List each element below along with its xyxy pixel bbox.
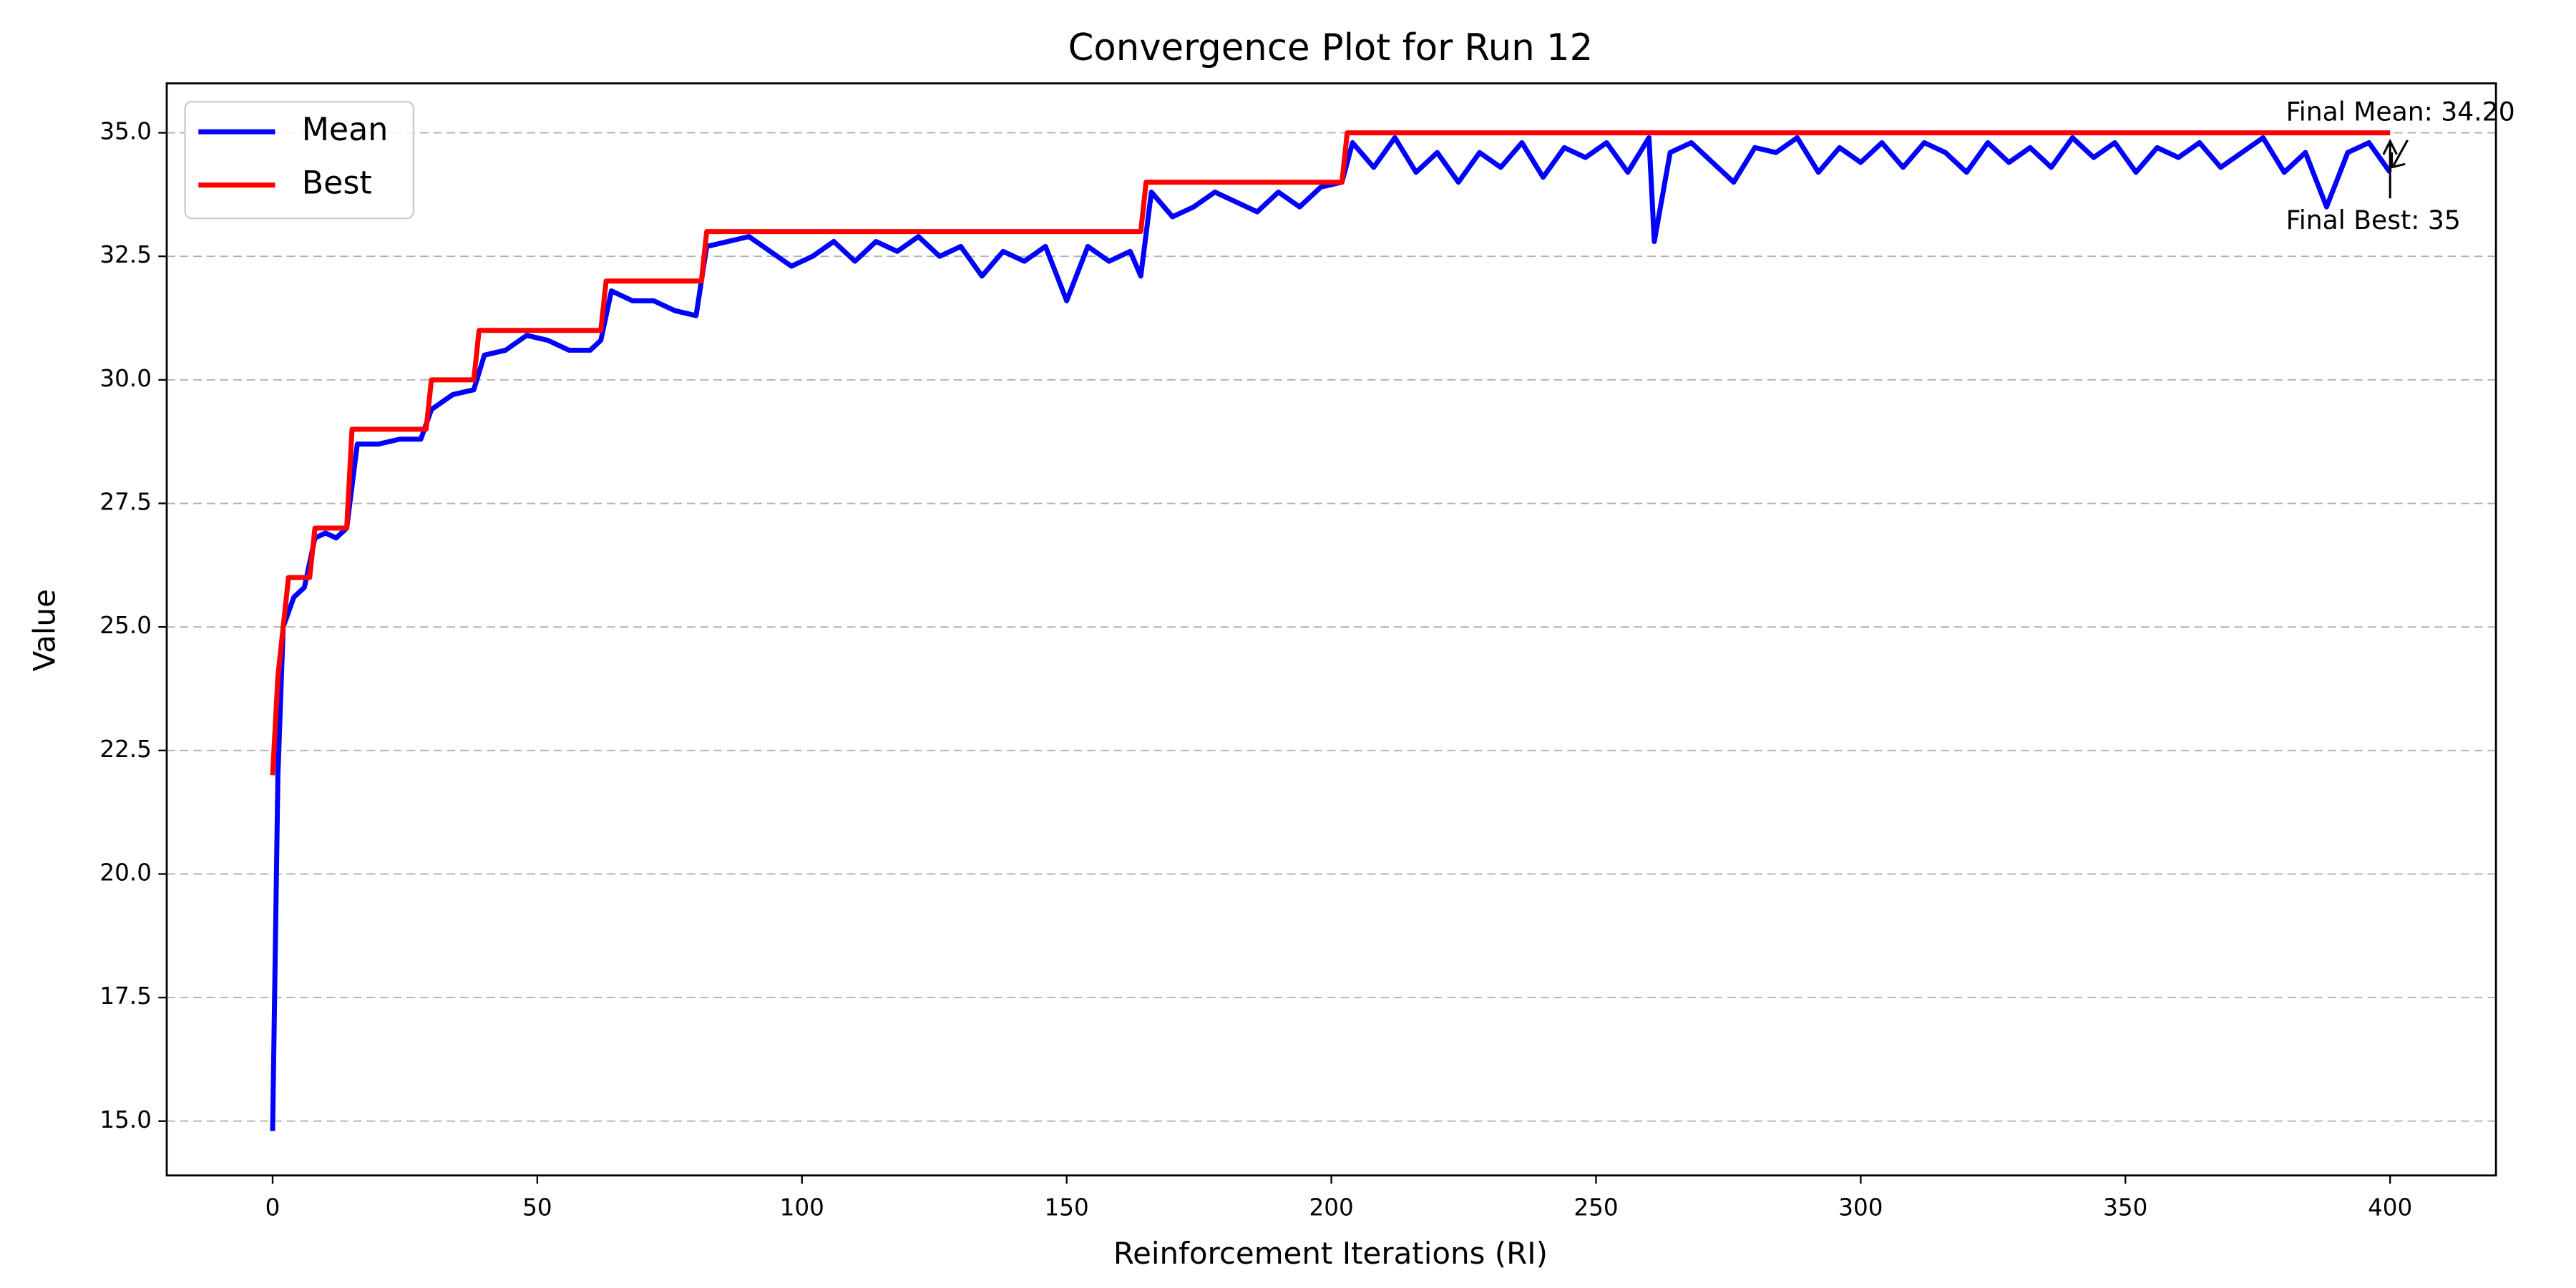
annotation: Final Mean: 34.20 <box>2286 96 2515 127</box>
plot-frame <box>165 82 2497 1177</box>
x-tick-label: 150 <box>1045 1194 1089 1221</box>
y-tick-label: 15.0 <box>99 1106 152 1133</box>
x-tick-label: 200 <box>1309 1194 1353 1221</box>
y-tick-label: 22.5 <box>99 736 152 763</box>
y-tick-label: 32.5 <box>99 241 152 268</box>
x-tick-label: 0 <box>265 1194 280 1221</box>
y-tick-label: 30.0 <box>99 365 152 392</box>
x-tick-label: 100 <box>780 1194 824 1221</box>
y-tick-label: 25.0 <box>99 612 152 639</box>
legend-label: Best <box>302 165 372 202</box>
arrow-head <box>2382 138 2398 155</box>
x-tick-label: 300 <box>1838 1194 1883 1221</box>
y-tick-label: 27.5 <box>99 489 152 516</box>
legend-label: Mean <box>302 112 389 148</box>
y-axis-label: Value <box>27 589 62 671</box>
data-line <box>270 135 2393 1131</box>
y-tick-label: 20.0 <box>99 859 152 886</box>
annotation-arrow <box>2392 139 2409 167</box>
data-line <box>270 130 2391 776</box>
arrow-head <box>2391 152 2406 169</box>
annotation: Final Best: 35 <box>2286 205 2461 235</box>
y-tick-label: 35.0 <box>99 118 152 145</box>
y-tick-label: 17.5 <box>99 982 152 1010</box>
chart-title: Convergence Plot for Run 12 <box>1068 26 1594 69</box>
x-tick-label: 350 <box>2103 1194 2147 1221</box>
x-tick-label: 250 <box>1574 1194 1618 1221</box>
x-tick-label: 50 <box>522 1194 552 1221</box>
x-axis-label: Reinforcement Iterations (RI) <box>1113 1236 1548 1271</box>
x-tick-label: 400 <box>2368 1194 2412 1221</box>
